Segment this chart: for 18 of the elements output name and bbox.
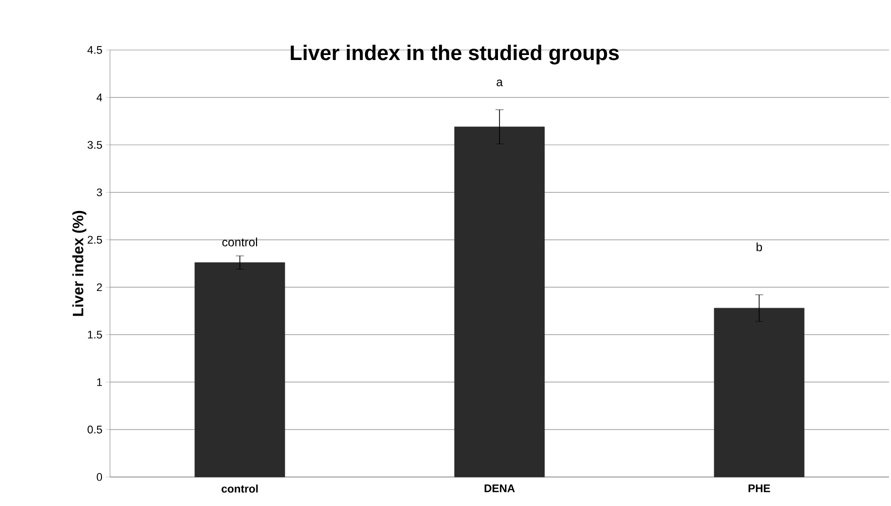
y-tick-label: 2.5 xyxy=(88,236,102,244)
annotation: b xyxy=(756,242,762,252)
x-tick-label: DENA xyxy=(484,484,515,492)
y-tick-label: 3.5 xyxy=(88,141,102,149)
y-tick-label: 0.5 xyxy=(88,426,102,434)
y-tick-label: 2 xyxy=(96,283,102,292)
y-axis-title: Liver index (%) xyxy=(72,210,86,316)
y-tick-label: 3 xyxy=(96,188,102,196)
x-tick-label: PHE xyxy=(748,484,770,492)
x-tick-label: control xyxy=(222,484,258,493)
y-tick-label: 1.5 xyxy=(88,330,102,339)
annotation: control xyxy=(222,238,258,246)
annotation: a xyxy=(496,80,503,86)
y-tick-label: 4.5 xyxy=(87,46,102,54)
chart-title: Liver index in the studied groups xyxy=(290,44,619,64)
y-tick-label: 4 xyxy=(96,94,102,102)
y-tick-label: 1 xyxy=(97,378,102,386)
y-tick-label: 0 xyxy=(96,473,102,481)
